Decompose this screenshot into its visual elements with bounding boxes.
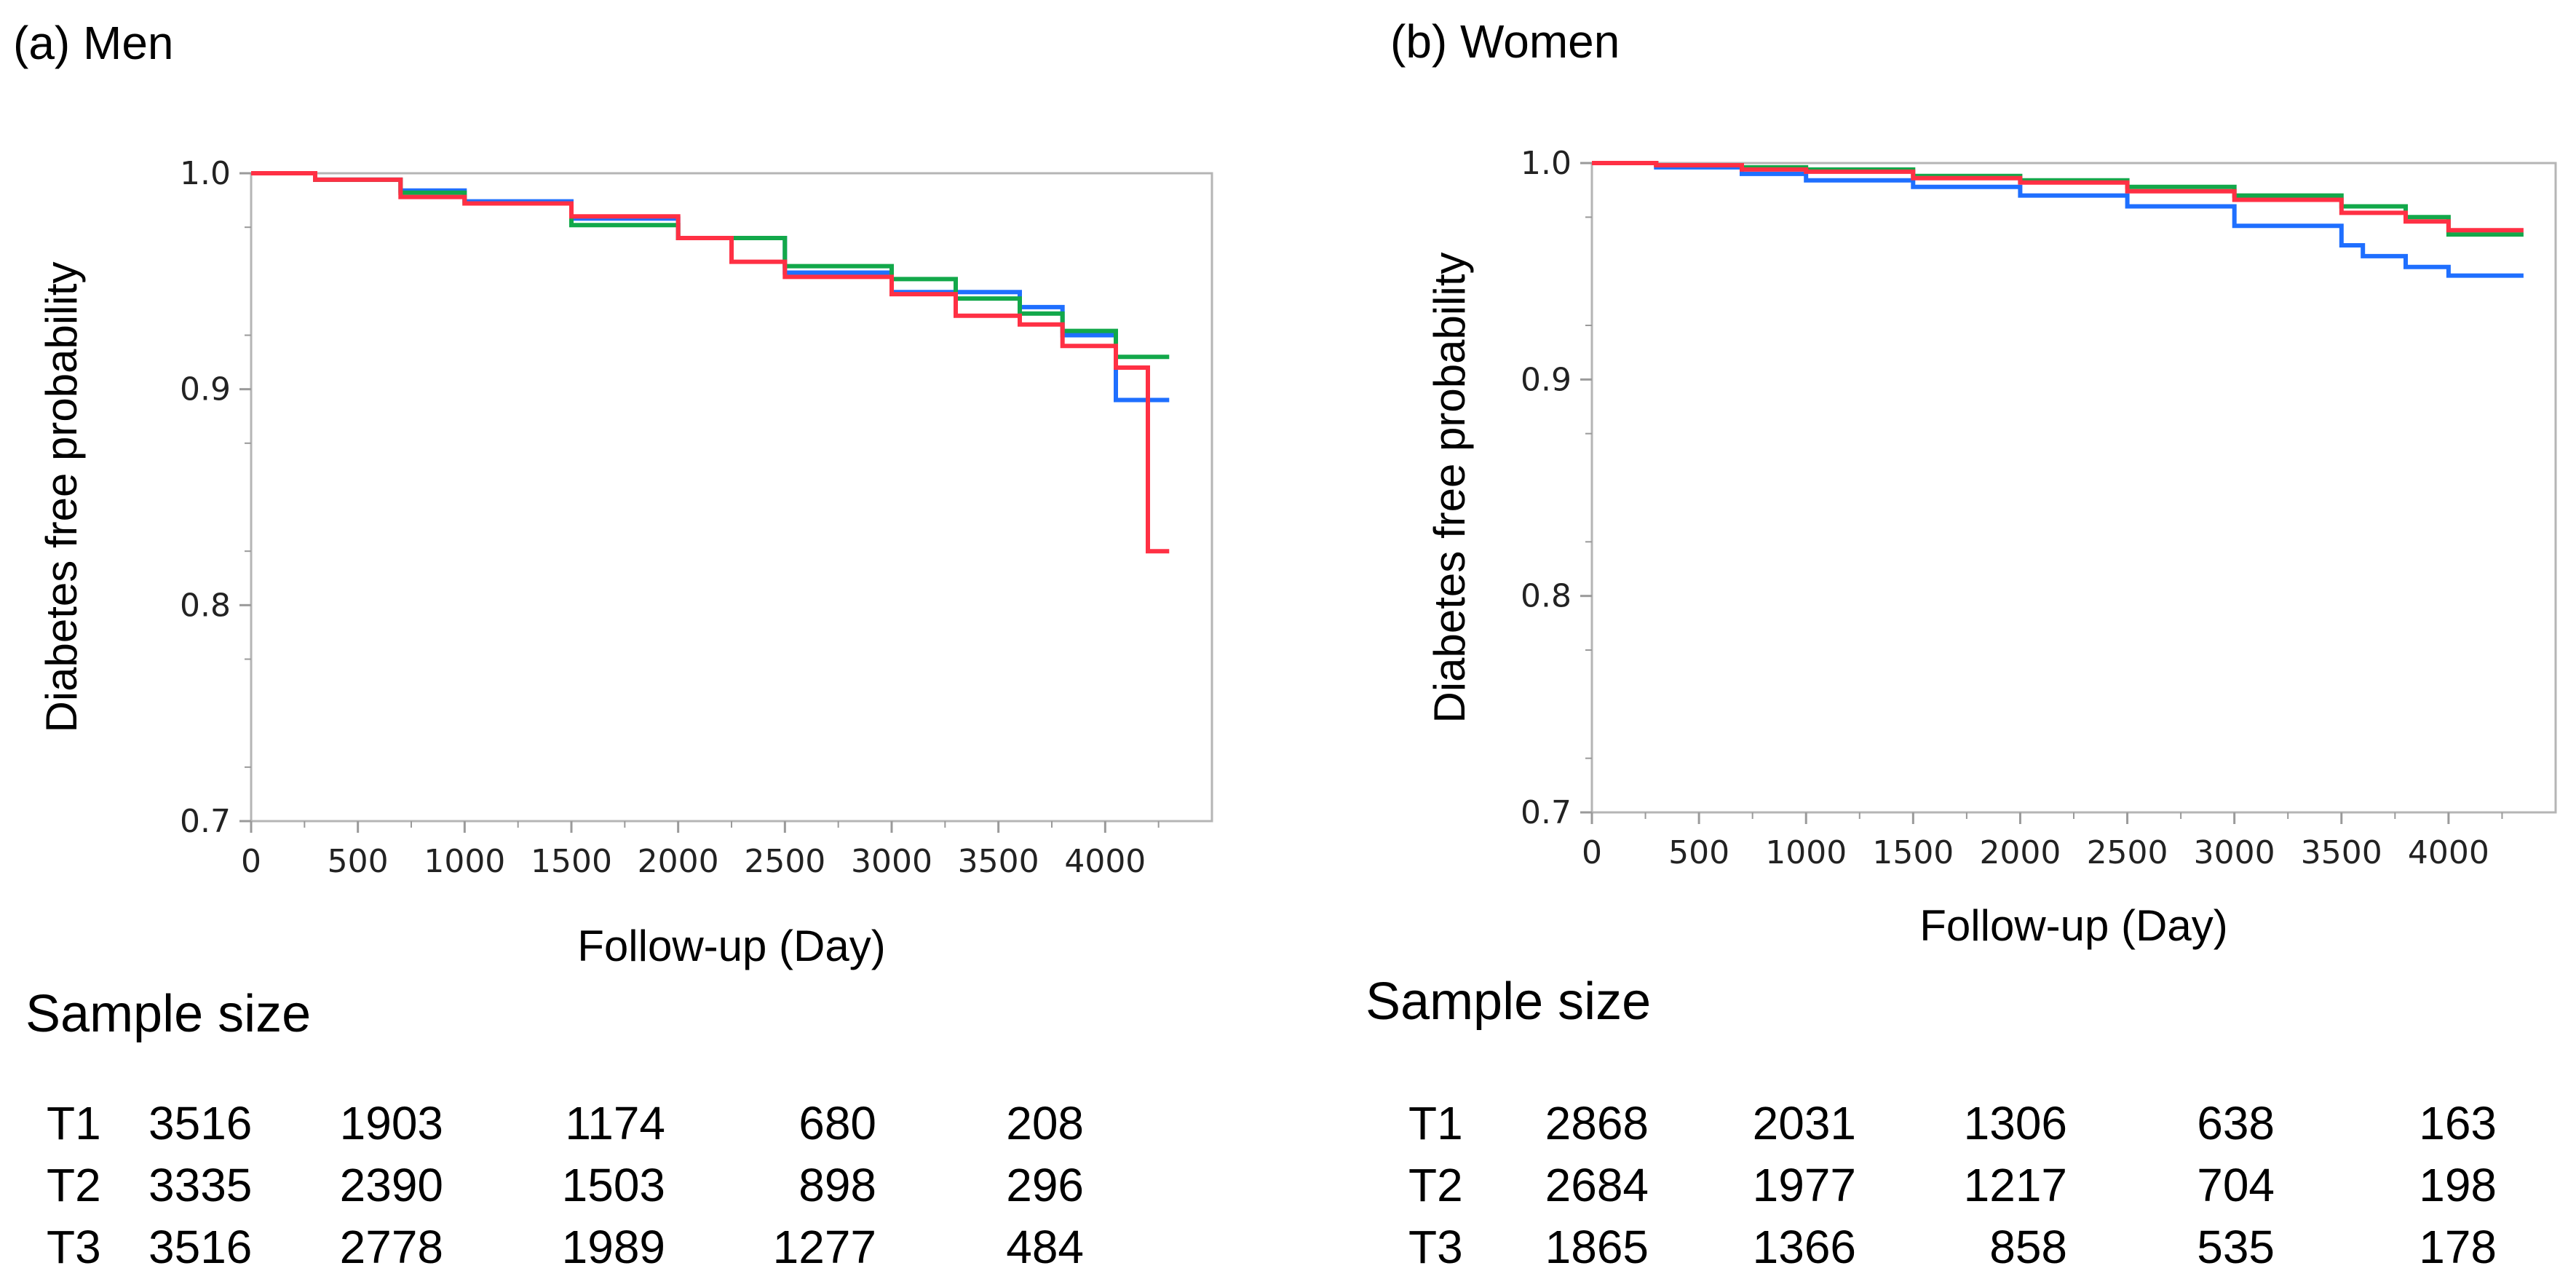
table-row: T3 3516 2778 1989 1277 484 bbox=[47, 1216, 1084, 1278]
table-cell: 680 bbox=[798, 1096, 876, 1149]
group-label: T2 bbox=[1408, 1158, 1463, 1211]
group-label: T3 bbox=[1408, 1220, 1463, 1273]
table-cell: 3516 bbox=[148, 1096, 253, 1149]
group-label: T1 bbox=[1408, 1096, 1463, 1149]
table-cell: 2031 bbox=[1752, 1096, 1856, 1149]
km-chart-women: 0.7 0.8 0.9 1.0 0 500 1000 1500 2000 2500 3000 3500… bbox=[1425, 145, 2557, 950]
survival-curve-t1 bbox=[251, 171, 1170, 403]
plot-frame bbox=[1590, 162, 2557, 814]
y-tick-label: 0.8 bbox=[180, 587, 231, 624]
x-tick-label: 500 bbox=[1668, 834, 1729, 871]
table-cell: 178 bbox=[2419, 1220, 2497, 1273]
group-label: T2 bbox=[47, 1158, 101, 1211]
y-tick-label: 0.7 bbox=[1521, 794, 1572, 831]
table-cell: 2868 bbox=[1545, 1096, 1649, 1149]
table-cell: 1989 bbox=[561, 1220, 665, 1273]
table-cell: 1366 bbox=[1752, 1220, 1856, 1273]
survival-curve-t1 bbox=[1592, 161, 2524, 278]
x-tick-label: 2000 bbox=[638, 843, 719, 880]
table-cell: 2778 bbox=[339, 1220, 443, 1273]
sample-size-table-men: T1 3516 1903 1174 680 208 T2 3335 2390 1… bbox=[47, 1092, 1084, 1278]
table-row: T2 2684 1977 1217 704 198 bbox=[1408, 1154, 2497, 1216]
table-cell: 3335 bbox=[148, 1158, 253, 1211]
x-axis-title: Follow-up (Day) bbox=[577, 922, 885, 970]
x-tick-label: 1000 bbox=[1765, 834, 1847, 871]
table-cell: 638 bbox=[2197, 1096, 2275, 1149]
table-cell: 163 bbox=[2419, 1096, 2497, 1149]
y-tick-label: 0.7 bbox=[180, 803, 231, 840]
y-tick-label: 0.9 bbox=[180, 371, 231, 408]
table-cell: 3516 bbox=[148, 1220, 253, 1273]
table-cell: 1306 bbox=[1963, 1096, 2067, 1149]
x-tick-label: 1500 bbox=[1872, 834, 1954, 871]
survival-curve-t2 bbox=[251, 171, 1170, 360]
plot-frame bbox=[250, 172, 1213, 823]
group-label: T3 bbox=[47, 1220, 101, 1273]
group-label: T1 bbox=[47, 1096, 101, 1149]
table-row: T2 3335 2390 1503 898 296 bbox=[47, 1154, 1084, 1216]
panel-title-women: (b) Women bbox=[1390, 15, 1620, 68]
table-cell: 1903 bbox=[339, 1096, 443, 1149]
x-tick-label: 2500 bbox=[2087, 834, 2168, 871]
x-tick-label: 3500 bbox=[2301, 834, 2382, 871]
x-tick-label: 1000 bbox=[424, 843, 505, 880]
survival-curve-t3 bbox=[251, 171, 1170, 554]
sample-size-table-women: T1 2868 2031 1306 638 163 T2 2684 1977 1… bbox=[1408, 1092, 2497, 1278]
table-cell: 858 bbox=[1989, 1220, 2067, 1273]
table-cell: 1865 bbox=[1545, 1220, 1649, 1273]
x-tick-label: 0 bbox=[241, 843, 261, 880]
y-tick-label: 0.8 bbox=[1521, 578, 1572, 615]
x-tick-label: 3500 bbox=[958, 843, 1039, 880]
table-cell: 208 bbox=[1006, 1096, 1084, 1149]
table-cell: 198 bbox=[2419, 1158, 2497, 1211]
x-tick-label: 500 bbox=[328, 843, 389, 880]
y-tick-label: 0.9 bbox=[1521, 361, 1572, 398]
table-cell: 898 bbox=[798, 1158, 876, 1211]
table-cell: 296 bbox=[1006, 1158, 1084, 1211]
table-cell: 1977 bbox=[1752, 1158, 1856, 1211]
x-tick-label: 1500 bbox=[531, 843, 612, 880]
km-chart-men: 0.7 0.8 0.9 1.0 0 500 1000 1500 2000 2500 3000 3500… bbox=[37, 155, 1213, 970]
x-tick-label: 4000 bbox=[1064, 843, 1146, 880]
x-tick-label: 3000 bbox=[851, 843, 932, 880]
x-tick-label: 2500 bbox=[744, 843, 825, 880]
table-cell: 1503 bbox=[561, 1158, 665, 1211]
survival-curve-t3 bbox=[1592, 161, 2524, 233]
panel-title-men: (a) Men bbox=[13, 17, 174, 69]
table-row: T3 1865 1366 858 535 178 bbox=[1408, 1216, 2497, 1278]
table-row: T1 2868 2031 1306 638 163 bbox=[1408, 1092, 2497, 1154]
sample-size-title-men: Sample size bbox=[25, 985, 312, 1043]
table-cell: 1174 bbox=[565, 1096, 665, 1149]
x-tick-label: 4000 bbox=[2408, 834, 2489, 871]
table-cell: 535 bbox=[2197, 1220, 2275, 1273]
table-cell: 2684 bbox=[1545, 1158, 1649, 1211]
y-axis-title: Diabetes free probability bbox=[37, 261, 86, 732]
sample-size-title-women: Sample size bbox=[1366, 973, 1652, 1031]
y-axis-title: Diabetes free probability bbox=[1425, 252, 1474, 723]
y-tick-label: 1.0 bbox=[180, 155, 231, 192]
table-cell: 2390 bbox=[339, 1158, 443, 1211]
table-cell: 484 bbox=[1006, 1220, 1084, 1273]
table-cell: 1217 bbox=[1963, 1158, 2067, 1211]
survival-curve-t2 bbox=[1592, 161, 2524, 237]
table-cell: 704 bbox=[2197, 1158, 2275, 1211]
x-axis-title: Follow-up (Day) bbox=[1919, 901, 2227, 950]
table-cell: 1277 bbox=[772, 1220, 876, 1273]
y-tick-label: 1.0 bbox=[1521, 145, 1572, 182]
x-tick-label: 0 bbox=[1582, 834, 1602, 871]
table-row: T1 3516 1903 1174 680 208 bbox=[47, 1092, 1084, 1154]
x-tick-label: 2000 bbox=[1979, 834, 2061, 871]
x-tick-label: 3000 bbox=[2194, 834, 2275, 871]
